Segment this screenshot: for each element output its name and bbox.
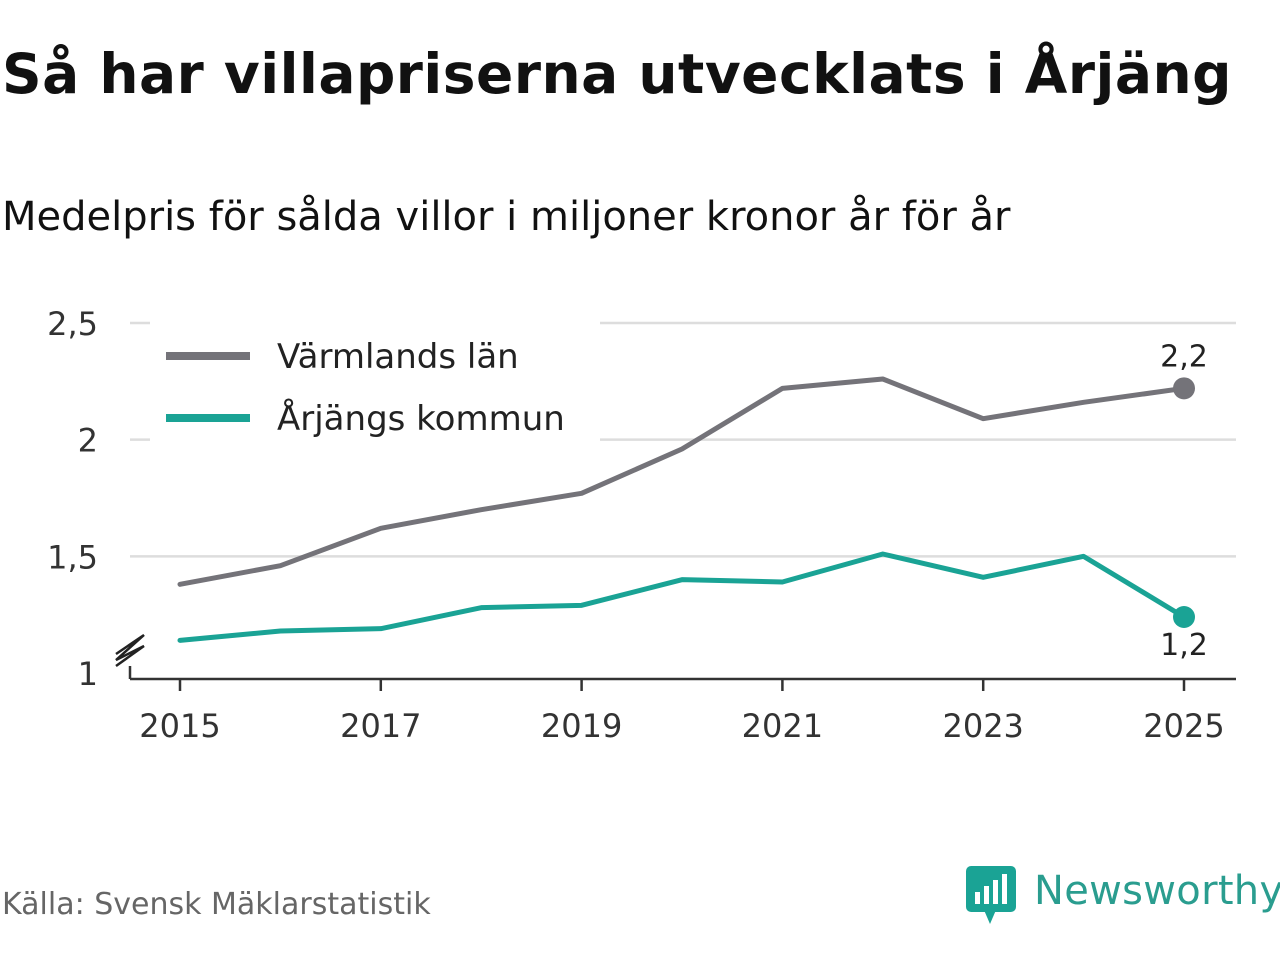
- end-point: [1173, 606, 1195, 628]
- y-axis-ticks: 1 1,5 2 2,5: [47, 305, 98, 693]
- logo-bar-4: [1002, 874, 1007, 904]
- x-tick-label: 2017: [340, 707, 421, 745]
- end-value-label: 2,2: [1160, 339, 1208, 374]
- line-chart: 1 1,5 2 2,5 2015 2017 2019 2021 2023 2025 Värmla…: [47, 305, 1236, 745]
- legend-label: Värmlands län: [277, 337, 519, 377]
- legend-label: Årjängs kommun: [277, 398, 565, 439]
- logo-bar-2: [984, 886, 989, 904]
- brand-name: Newsworthy: [1034, 868, 1280, 914]
- y-tick-label: 2,5: [47, 305, 98, 343]
- series-line: [177, 551, 1187, 643]
- axes: [112, 633, 1236, 681]
- logo-badge: [966, 866, 1016, 912]
- logo-pointer: [984, 910, 996, 924]
- end-value-label: 1,2: [1160, 628, 1208, 663]
- end-labels: 2,2 1,2: [1160, 339, 1208, 663]
- y-tick-label: 1,5: [47, 538, 98, 576]
- y-tick-label: 2: [78, 422, 98, 460]
- end-point: [1173, 377, 1195, 400]
- x-tick-label: 2025: [1143, 707, 1224, 745]
- x-axis-ticks: 2015 2017 2019 2021 2023 2025: [139, 679, 1225, 745]
- logo-bar-3: [993, 880, 998, 904]
- x-tick-label: 2019: [541, 707, 622, 745]
- chart-title: Så har villapriserna utvecklats i Årjäng: [2, 42, 1232, 106]
- newsworthy-logo-icon: [966, 866, 1016, 924]
- axis-break-mask: [112, 636, 148, 666]
- x-tick-label: 2023: [942, 707, 1023, 745]
- chart-subtitle: Medelpris för sålda villor i miljoner kr…: [2, 194, 1011, 240]
- logo-bar-1: [975, 892, 980, 904]
- series-lines: [177, 376, 1195, 643]
- x-tick-label: 2015: [139, 707, 220, 745]
- y-tick-label: 1: [78, 655, 98, 693]
- legend: Värmlands län Årjängs kommun: [150, 320, 600, 442]
- x-tick-label: 2021: [742, 707, 823, 745]
- brand: Newsworthy: [966, 864, 1280, 924]
- axis-break-icon: [115, 633, 145, 668]
- source-note: Källa: Svensk Mäklarstatistik: [2, 887, 431, 922]
- series-line: [177, 376, 1187, 587]
